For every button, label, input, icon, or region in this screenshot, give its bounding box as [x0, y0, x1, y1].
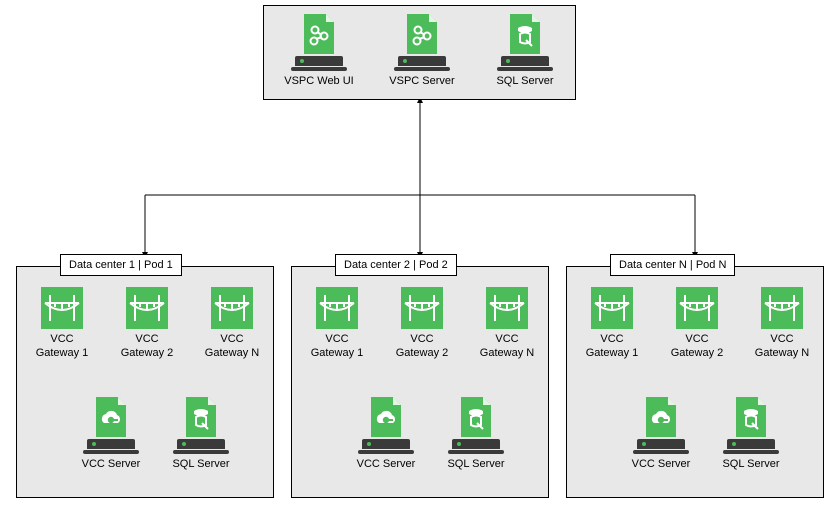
server-server: VSPC Server [382, 14, 462, 89]
top-box: VSPC Web UI VSPC Server SQL Server [263, 5, 576, 100]
server-sql: SQL Server [711, 397, 791, 472]
pod-title-tab: Data center 2 | Pod 2 [335, 254, 457, 276]
gateway-label: VCCGateway N [474, 333, 540, 361]
gateway-2: VCCGateway 2 [664, 287, 730, 361]
server-sql: SQL Server [436, 397, 516, 472]
server-label: VCC Server [621, 458, 701, 472]
server-sql: SQL Server [161, 397, 241, 472]
server-label: VSPC Web UI [279, 75, 359, 89]
server-web: VSPC Web UI [279, 14, 359, 89]
gateway-label: VCCGateway N [749, 333, 815, 361]
pod-box: VCCGateway 1 VCCGateway 2 VCCGateway N [291, 266, 549, 498]
server-label: VSPC Server [382, 75, 462, 89]
pod-title-tab: Data center N | Pod N [610, 254, 735, 276]
gateway-3: VCCGateway N [749, 287, 815, 361]
gateway-label: VCCGateway N [199, 333, 265, 361]
server-label: SQL Server [161, 458, 241, 472]
server-cloud: VCC Server [346, 397, 426, 472]
gateway-3: VCCGateway N [199, 287, 265, 361]
gateway-1: VCCGateway 1 [304, 287, 370, 361]
gateway-label: VCCGateway 1 [579, 333, 645, 361]
gateway-3: VCCGateway N [474, 287, 540, 361]
server-sql: SQL Server [485, 14, 565, 89]
pod-title-tab: Data center 1 | Pod 1 [60, 254, 182, 276]
server-label: VCC Server [346, 458, 426, 472]
gateway-label: VCCGateway 1 [304, 333, 370, 361]
gateway-label: VCCGateway 2 [114, 333, 180, 361]
gateway-1: VCCGateway 1 [29, 287, 95, 361]
server-label: SQL Server [485, 75, 565, 89]
gateway-2: VCCGateway 2 [389, 287, 455, 361]
gateway-2: VCCGateway 2 [114, 287, 180, 361]
server-label: VCC Server [71, 458, 151, 472]
gateway-1: VCCGateway 1 [579, 287, 645, 361]
server-label: SQL Server [436, 458, 516, 472]
gateway-label: VCCGateway 2 [664, 333, 730, 361]
pod-box: VCCGateway 1 VCCGateway 2 VCCGateway N [16, 266, 274, 498]
pod-box: VCCGateway 1 VCCGateway 2 VCCGateway N [566, 266, 824, 498]
server-cloud: VCC Server [71, 397, 151, 472]
gateway-label: VCCGateway 1 [29, 333, 95, 361]
gateway-label: VCCGateway 2 [389, 333, 455, 361]
server-cloud: VCC Server [621, 397, 701, 472]
server-label: SQL Server [711, 458, 791, 472]
